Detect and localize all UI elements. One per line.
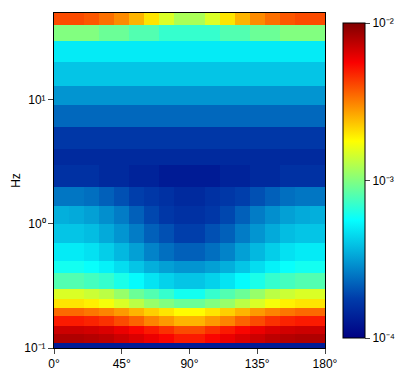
svg-text:10⁻¹: 10⁻¹ [24,341,45,355]
svg-text:45°: 45° [113,357,131,371]
svg-text:10¹: 10¹ [28,93,45,107]
svg-text:10⁰: 10⁰ [28,217,45,231]
svg-text:0°: 0° [48,357,60,371]
svg-text:10⁻²: 10⁻² [372,16,393,30]
svg-text:10⁻⁴: 10⁻⁴ [372,331,395,345]
svg-text:135°: 135° [245,357,270,371]
svg-text:90°: 90° [180,357,198,371]
svg-text:10⁻³: 10⁻³ [372,174,393,188]
svg-text:180°: 180° [313,357,338,371]
svg-text:Hz: Hz [9,173,23,188]
